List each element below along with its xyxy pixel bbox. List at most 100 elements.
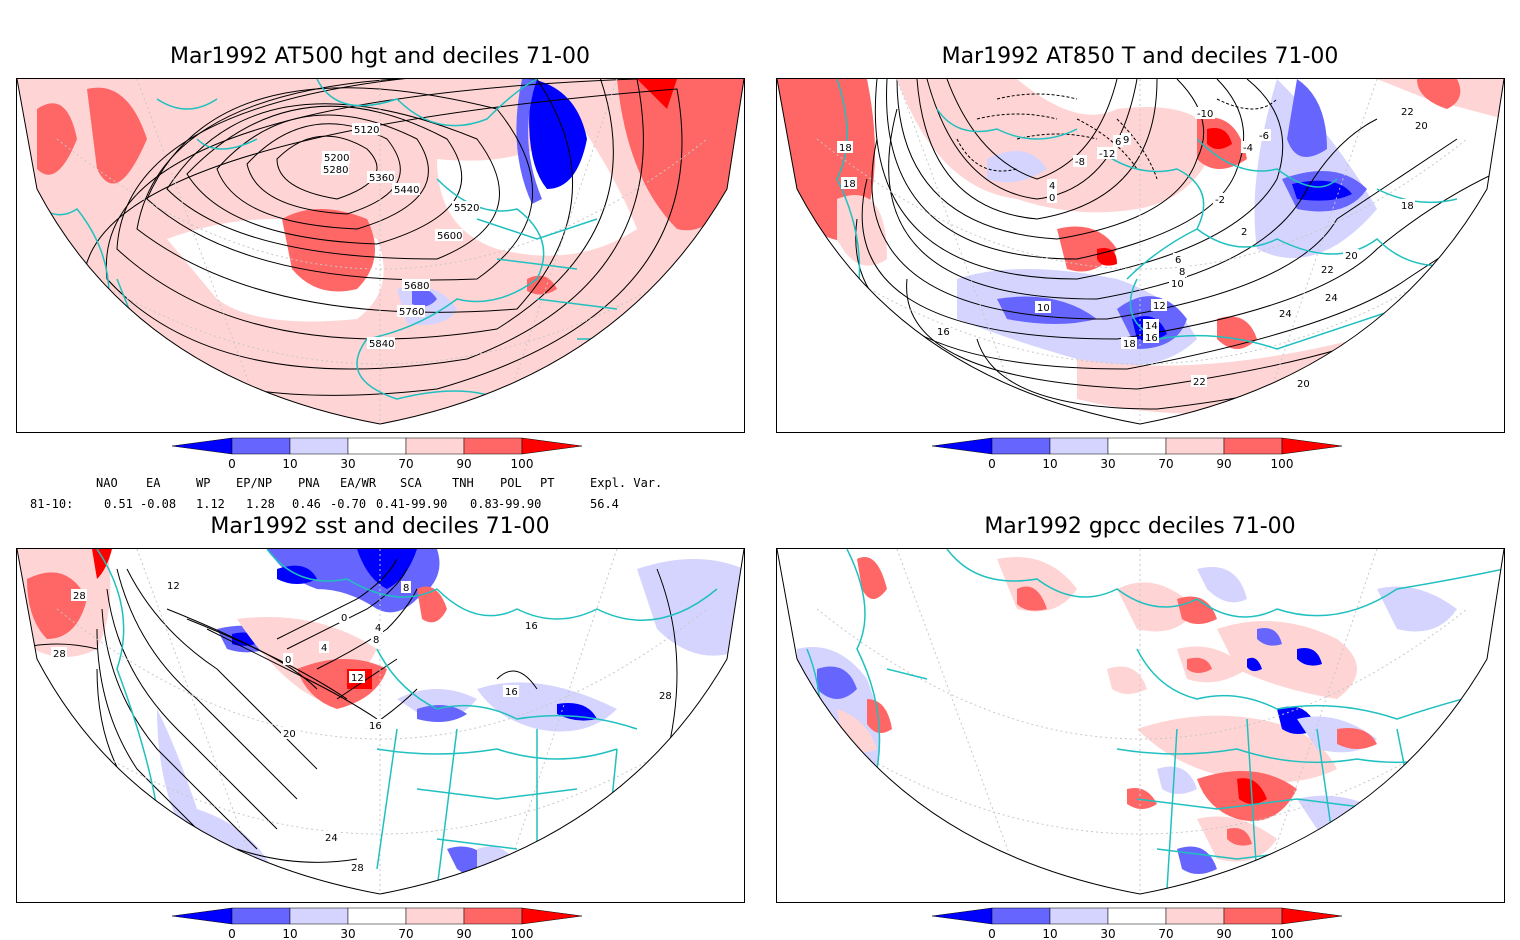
contour-label: 22 (1321, 265, 1334, 276)
index-value-explvar: 56.4 (590, 497, 619, 511)
contour-label: 4 (1049, 181, 1055, 192)
colorbar-tick: 30 (1100, 457, 1115, 471)
contour-label: 9 (1123, 135, 1129, 146)
colorbar-swatch (1223, 437, 1283, 455)
contour-label: 8 (1179, 267, 1185, 278)
contour-label: -6 (1259, 131, 1269, 142)
colorbar-tick: 70 (1158, 927, 1173, 940)
map-panel-gpcc (776, 548, 1505, 903)
contour-label: 28 (351, 863, 364, 874)
colorbar-tick: 10 (1042, 457, 1057, 471)
colorbar-swatch (347, 907, 407, 925)
panel-title-gpcc: Mar1992 gpcc deciles 71-00 (984, 514, 1296, 539)
contour-label: 28 (53, 649, 66, 660)
colorbar-swatch (931, 437, 993, 455)
colorbar-swatch (171, 907, 233, 925)
contour-label: 10 (1037, 303, 1050, 314)
contour-label: 4 (321, 643, 327, 654)
index-header-ea: EA (146, 476, 161, 490)
contour-label: -8 (1075, 157, 1085, 168)
index-header-epnp: EP/NP (236, 476, 273, 490)
contour-label: 16 (525, 621, 538, 632)
index-value-epnp: 1.28 (246, 497, 275, 511)
contour-label: 18 (843, 179, 856, 190)
index-header-wp: WP (196, 476, 211, 490)
contour-label: 5840 (369, 339, 394, 350)
index-header-tnh: TNH (452, 476, 474, 490)
contour-label: 5120 (354, 125, 379, 136)
index-value-pna: 0.46 (292, 497, 321, 511)
colorbar-tick: 70 (398, 927, 413, 940)
colorbar-swatch (171, 437, 233, 455)
panel-title-t850: Mar1992 AT850 T and deciles 71-00 (941, 44, 1339, 69)
map-panel-t850: -8 -10 -12 6 9 -6 -4 -2 0 2 4 6 8 10 10 … (776, 78, 1505, 433)
colorbar-swatch (1049, 437, 1109, 455)
contour-label: 6 (1115, 137, 1121, 148)
contour-label: 5520 (454, 203, 479, 214)
colorbar-tick: 10 (282, 927, 297, 940)
panel-title-sst: Mar1992 sst and deciles 71-00 (210, 514, 550, 539)
contour-label: 10 (1171, 279, 1184, 290)
colorbar-swatch (463, 437, 523, 455)
index-value-wp: 1.12 (196, 497, 225, 511)
colorbar-swatch (1223, 907, 1283, 925)
index-header-sca: SCA (400, 476, 422, 490)
index-header-pt: PT (540, 476, 555, 490)
colorbar-swatch (1107, 437, 1167, 455)
contour-label: 12 (351, 673, 364, 684)
contour-label: 12 (1153, 301, 1166, 312)
colorbar-swatch (991, 437, 1051, 455)
colorbar-swatch (1281, 907, 1343, 925)
map-panel-hgt: 5120 5200 5280 5360 5440 5520 5600 5680 … (16, 78, 745, 433)
colorbar-gpcc: 0 10 30 70 90 100 (931, 907, 1348, 940)
contour-label: 18 (839, 143, 852, 154)
colorbar-hgt: 0 10 30 70 90 100 (171, 437, 588, 472)
colorbar-tick: 90 (456, 457, 471, 471)
colorbar-tick: 90 (456, 927, 471, 940)
contour-label: 16 (1145, 333, 1158, 344)
contour-label: 22 (1193, 377, 1206, 388)
colorbar-tick: 0 (988, 457, 996, 471)
colorbar-tick: 30 (340, 927, 355, 940)
colorbar-swatch (405, 437, 465, 455)
colorbar-swatch (405, 907, 465, 925)
contour-label: 20 (1297, 379, 1310, 390)
colorbar-tick: 70 (398, 457, 413, 471)
index-value-pt: -99.90 (498, 497, 542, 511)
contour-label: 20 (1415, 121, 1428, 132)
colorbar-swatch (1281, 437, 1343, 455)
contour-label: 18 (1123, 339, 1136, 350)
colorbar-tick: 0 (228, 457, 236, 471)
contour-label: 5440 (394, 185, 419, 196)
colorbar-swatch (289, 437, 349, 455)
index-header-pna: PNA (298, 476, 320, 490)
index-value-ea: -0.08 (140, 497, 177, 511)
colorbar-swatch (289, 907, 349, 925)
index-header-explvar: Expl. Var. (590, 476, 663, 490)
colorbar-swatch (463, 907, 523, 925)
contour-label: 8 (403, 583, 409, 594)
colorbar-swatch (931, 907, 993, 925)
contour-label: 16 (505, 687, 518, 698)
contour-label: -10 (1197, 109, 1213, 120)
contour-label: 24 (1279, 309, 1292, 320)
colorbar-tick: 90 (1216, 457, 1231, 471)
contour-label: 4 (375, 623, 381, 634)
index-header-eawr: EA/WR (340, 476, 377, 490)
colorbar-tick: 30 (340, 457, 355, 471)
contour-label: 0 (285, 655, 291, 666)
index-value-pol: 0.83 (470, 497, 499, 511)
map-panel-sst: 12 28 28 0 4 8 0 4 8 12 16 20 16 24 28 1… (16, 548, 745, 903)
colorbar-swatch (1165, 437, 1225, 455)
colorbar-swatch (1049, 907, 1109, 925)
contour-label: 16 (937, 327, 950, 338)
colorbar-tick: 10 (282, 457, 297, 471)
colorbar-tick: 70 (1158, 457, 1173, 471)
contour-label: 24 (1325, 293, 1338, 304)
contour-label: 22 (1401, 107, 1414, 118)
contour-label: 20 (283, 729, 296, 740)
contour-label: 16 (369, 721, 382, 732)
colorbar-tick: 90 (1216, 927, 1231, 940)
contour-label: 5200 (324, 153, 349, 164)
index-header-nao: NAO (96, 476, 118, 490)
